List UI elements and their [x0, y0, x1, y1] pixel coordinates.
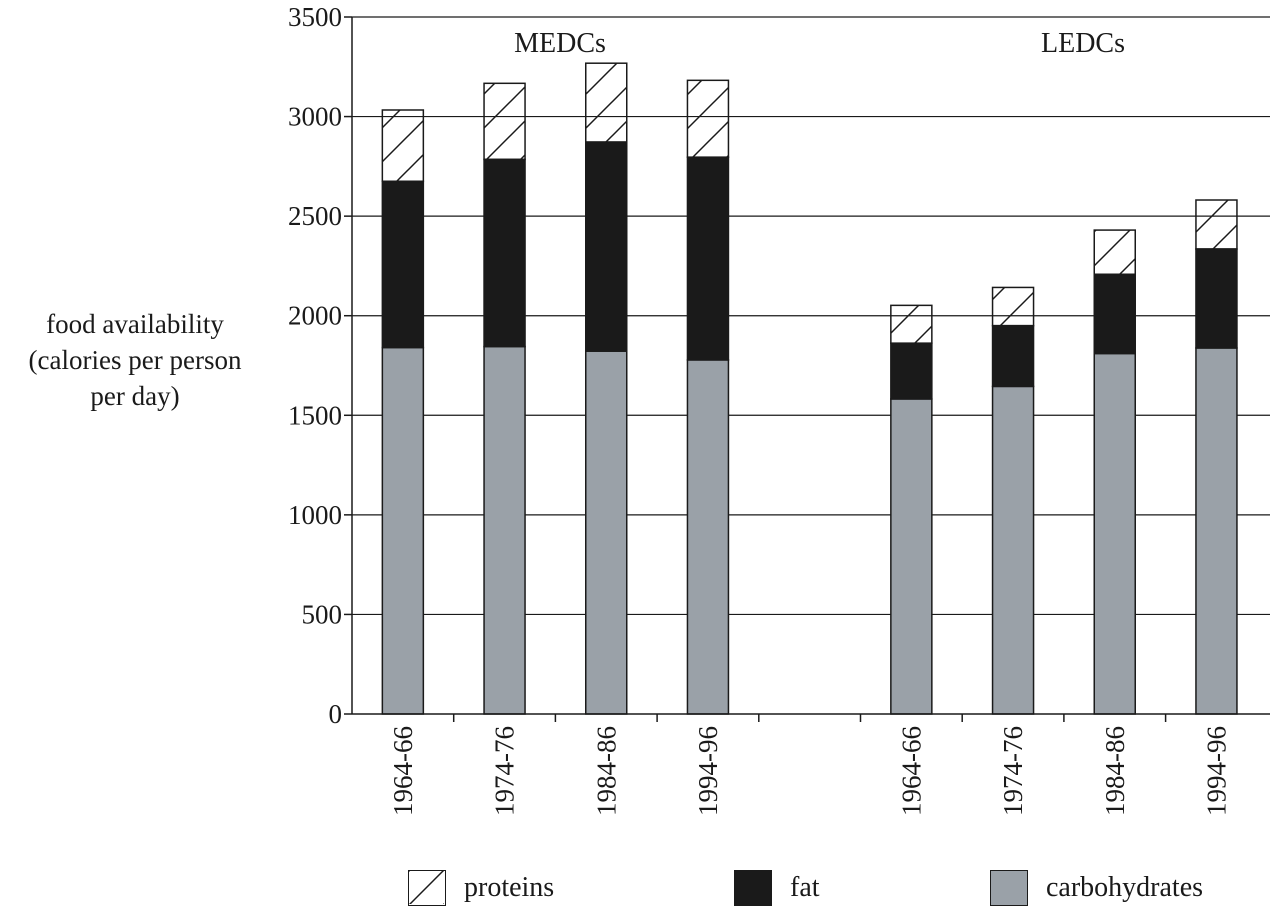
- x-tick-label: 1994-96: [693, 726, 723, 816]
- legend: proteins fat carbohydrates: [0, 870, 1270, 916]
- bar-segment-proteins: [686, 79, 730, 158]
- y-tick-label: 1500: [288, 400, 342, 430]
- bar-segment-carbohydrates: [1093, 352, 1136, 715]
- bar-segment-proteins: [1195, 199, 1238, 250]
- proteins-swatch: [408, 870, 446, 906]
- x-tick-label: 1974-76: [998, 726, 1028, 816]
- carbohydrates-swatch: [990, 870, 1028, 906]
- bar-segment-fat: [483, 158, 526, 348]
- bar-segment-fat: [1195, 248, 1238, 349]
- y-tick-label: 3000: [288, 102, 342, 132]
- bar-segment-carbohydrates: [585, 350, 628, 715]
- y-axis-label: food availability (calories per person p…: [0, 306, 270, 414]
- group-label-ledcs: LEDCs: [1041, 28, 1125, 59]
- bar-segment-proteins: [890, 304, 933, 344]
- legend-label-carbohydrates: carbohydrates: [1046, 872, 1204, 903]
- bar-segment-carbohydrates: [890, 398, 933, 715]
- group-label-medcs: MEDCs: [514, 28, 606, 59]
- y-tick-label: 500: [302, 599, 343, 629]
- y-tick-label: 2500: [288, 201, 342, 231]
- bar-segment-proteins: [1093, 229, 1136, 276]
- bar-segment-fat: [890, 342, 933, 400]
- bar-segment-proteins: [991, 286, 1035, 327]
- bar-segment-fat: [1093, 273, 1136, 355]
- fat-swatch: [734, 870, 772, 906]
- y-axis-label-line-1: food availability: [46, 309, 224, 339]
- bar-segment-carbohydrates: [991, 385, 1035, 715]
- bar-segment-fat: [585, 141, 628, 352]
- bar-segment-carbohydrates: [686, 359, 730, 715]
- legend-item-carbohydrates: carbohydrates: [990, 870, 1203, 906]
- x-tick-label: 1994-96: [1201, 726, 1231, 816]
- y-axis-label-line-2: (calories per person: [28, 345, 242, 375]
- bar-segment-fat: [686, 156, 730, 361]
- y-axis-label-line-3: per day): [90, 381, 180, 411]
- y-tick-label: 1000: [288, 500, 342, 530]
- stacked-bar-chart: 0 500 1000 1500 2000 2500 3000 3500 1964-66 1974-…: [288, 2, 1270, 816]
- bar-segment-carbohydrates: [483, 345, 526, 715]
- bar-segment-proteins: [585, 62, 628, 143]
- bar-segment-fat: [991, 324, 1035, 388]
- x-tick-label: 1964-66: [388, 726, 418, 816]
- y-tick-label: 2000: [288, 301, 342, 331]
- x-tick-label: 1974-76: [490, 726, 520, 816]
- bar-segment-carbohydrates: [1195, 347, 1238, 715]
- legend-label-proteins: proteins: [464, 872, 555, 903]
- bar-segment-proteins: [483, 82, 526, 161]
- y-tick-label: 3500: [288, 2, 342, 32]
- y-tick-label: 0: [329, 699, 343, 729]
- legend-item-fat: fat: [734, 870, 820, 906]
- x-tick-label: 1984-86: [1100, 726, 1130, 816]
- x-tick-label: 1984-86: [591, 726, 621, 816]
- legend-item-proteins: proteins: [408, 870, 554, 906]
- bar-segment-carbohydrates: [381, 346, 425, 715]
- bar-segment-proteins: [381, 109, 425, 183]
- x-tick-label: 1964-66: [896, 726, 926, 816]
- bar-segment-fat: [381, 180, 425, 349]
- legend-label-fat: fat: [790, 872, 820, 903]
